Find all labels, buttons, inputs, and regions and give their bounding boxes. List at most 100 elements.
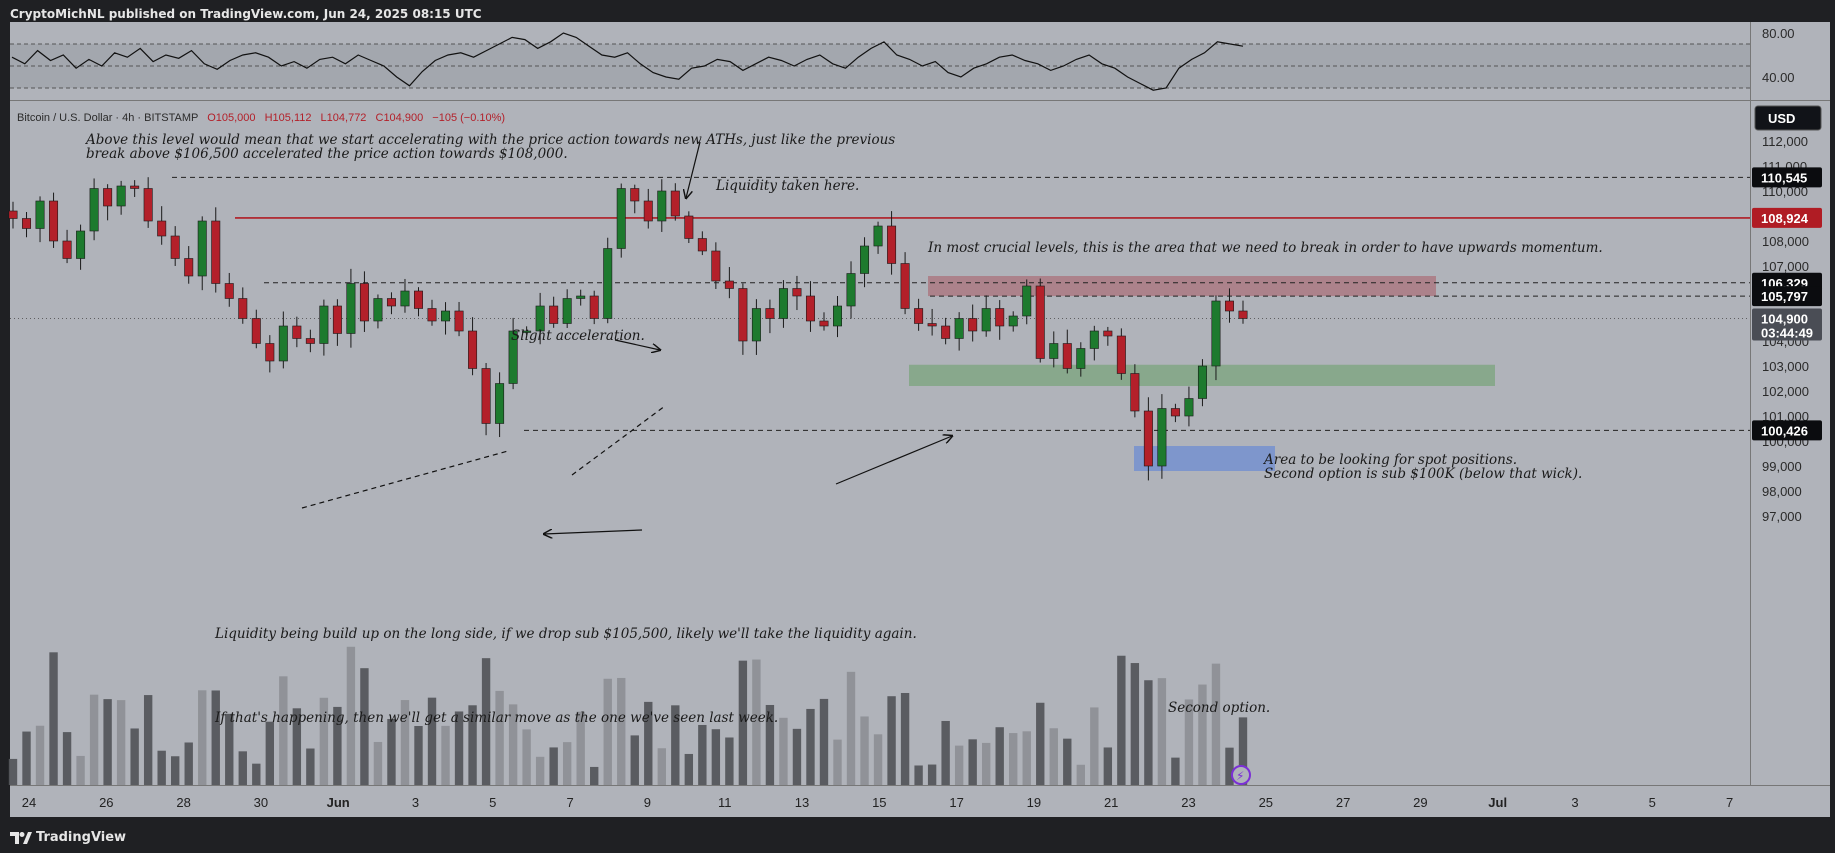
legend-symbol: Bitcoin / U.S. Dollar · 4h · BITSTAMP	[17, 112, 198, 124]
volume-bar	[1184, 699, 1194, 785]
volume-bar	[1238, 717, 1248, 785]
volume-bar	[941, 720, 950, 785]
candle	[684, 211, 694, 244]
candle	[481, 363, 491, 436]
candle	[305, 329, 315, 353]
candle	[657, 179, 667, 232]
legend-open: O105,000	[207, 112, 255, 124]
candle	[1089, 325, 1099, 361]
candle	[89, 178, 99, 241]
candle	[981, 295, 991, 337]
volume-bar	[306, 748, 315, 785]
candle	[224, 272, 234, 307]
tradingview-logo[interactable]: TradingView	[10, 830, 126, 845]
volume-bar	[887, 696, 896, 785]
candle	[833, 296, 842, 338]
volume-bar	[873, 734, 883, 785]
volume-bar	[441, 725, 450, 785]
time-tick: 17	[949, 795, 963, 810]
candle	[738, 283, 748, 355]
volume-bar	[387, 718, 396, 785]
tradingview-logo-icon	[10, 831, 32, 844]
time-tick: 27	[1336, 795, 1350, 810]
candle	[522, 326, 532, 335]
volume-bar	[1049, 728, 1058, 785]
volume-bar	[671, 705, 680, 785]
candle	[792, 275, 802, 311]
time-tick: 19	[1027, 795, 1041, 810]
annotation-spot-1: Area to be looking for spot positions.	[1262, 452, 1517, 468]
price-tag	[1752, 420, 1822, 441]
volume-bar	[522, 729, 531, 785]
candle	[62, 229, 72, 264]
time-tick: 15	[872, 795, 886, 810]
price-tick: 112,000	[1762, 134, 1808, 149]
volume-bar	[103, 699, 112, 785]
candle	[751, 299, 761, 355]
candle	[1197, 359, 1207, 407]
currency-button-label: USD	[1768, 111, 1795, 126]
volume-bar	[765, 704, 775, 785]
volume-bar	[427, 697, 437, 785]
volume-bar	[819, 698, 829, 785]
price-tag	[1752, 167, 1822, 188]
candle	[8, 201, 18, 229]
candle	[1049, 331, 1059, 368]
candle	[386, 292, 396, 315]
volume-bar	[806, 708, 815, 785]
volume-bar	[914, 765, 923, 785]
price-tick: 99,000	[1762, 459, 1802, 474]
price-tag	[1752, 286, 1822, 307]
candle	[900, 252, 910, 315]
lightning-icon[interactable]	[1231, 765, 1251, 785]
candle	[359, 271, 369, 332]
arrow-liquidity	[686, 141, 701, 198]
rsi-tick: 80.00	[1762, 26, 1795, 41]
candle	[941, 317, 951, 345]
candles	[8, 177, 1248, 481]
volume-bar	[846, 671, 856, 785]
time-tick: 26	[99, 795, 113, 810]
volume-bar	[779, 717, 788, 785]
annotation-crucial-levels: In most crucial levels, this is the area…	[927, 240, 1603, 256]
candle	[278, 311, 288, 369]
candle	[697, 231, 707, 256]
volume-bar	[1009, 733, 1018, 785]
time-tick: 5	[1649, 795, 1656, 810]
candle	[873, 221, 883, 254]
candle	[130, 180, 140, 197]
candle	[251, 309, 261, 349]
candle	[238, 287, 248, 324]
time-tick: 29	[1413, 795, 1427, 810]
candle	[1076, 342, 1086, 377]
candle	[170, 226, 180, 266]
volume-bar	[562, 742, 572, 785]
volume-bar	[238, 751, 247, 785]
time-tick: 9	[644, 795, 651, 810]
volume-bar	[644, 701, 653, 785]
price-tags: 110,545108,924106,329105,797104,90003:44…	[1752, 167, 1822, 441]
chart-canvas[interactable]: Bitcoin / U.S. Dollar · 4h · BITSTAMP O1…	[0, 0, 1835, 822]
candle	[1224, 288, 1234, 323]
time-tick: 28	[176, 795, 190, 810]
candle	[508, 317, 518, 390]
volume-bar	[279, 676, 288, 785]
volume-bar	[1171, 757, 1180, 785]
volume-bar	[130, 728, 139, 785]
annotation-spot-2: Second option is sub $100K (below that w…	[1264, 466, 1582, 482]
volume-bar	[1103, 747, 1113, 785]
main-pane[interactable]	[10, 101, 1756, 785]
candle	[197, 216, 207, 291]
time-tick: Jul	[1488, 795, 1507, 810]
candle	[76, 224, 86, 270]
candle	[914, 298, 924, 331]
currency-button[interactable]	[1754, 105, 1822, 131]
volume-bar	[171, 756, 180, 785]
volume-bar	[116, 700, 126, 785]
legend-high: H105,112	[265, 112, 312, 124]
volume-bar	[981, 742, 991, 785]
price-tag	[1752, 207, 1822, 228]
time-tick: 3	[412, 795, 419, 810]
volume-bar	[292, 708, 302, 785]
candle	[265, 335, 275, 373]
